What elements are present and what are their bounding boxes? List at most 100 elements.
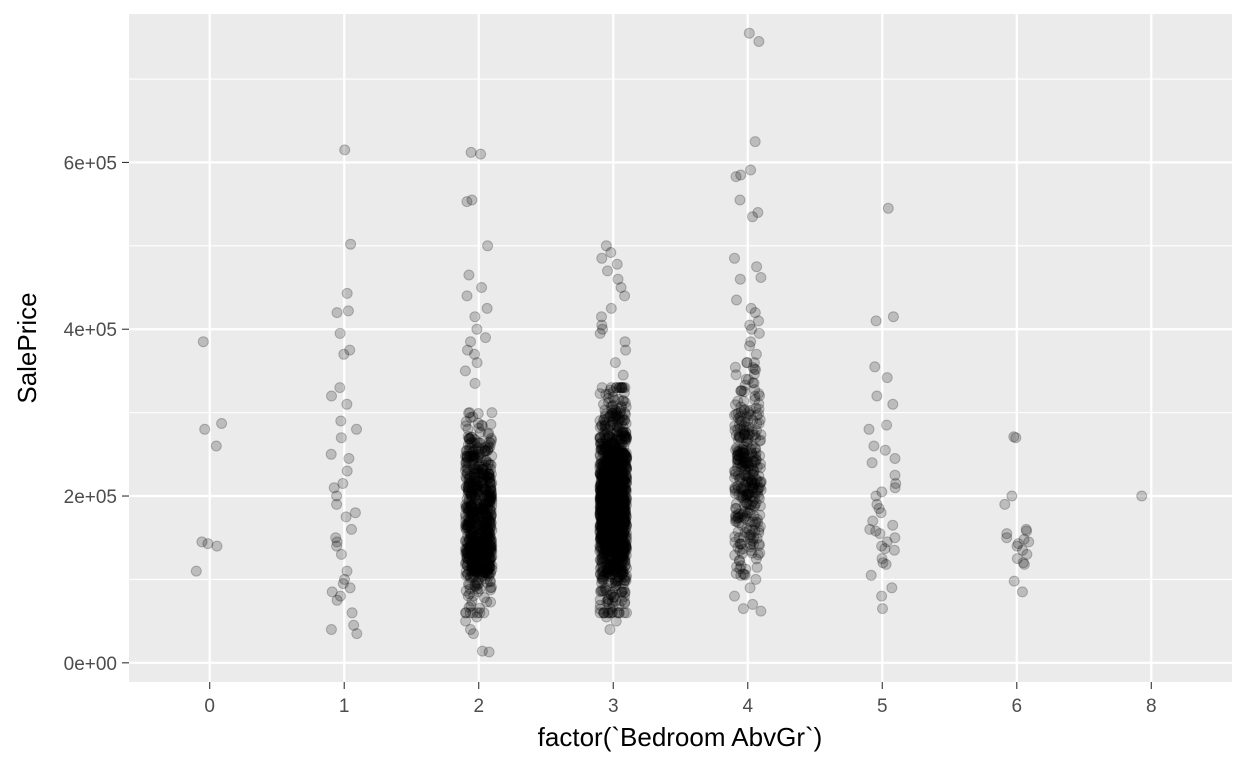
- data-point: [466, 450, 477, 462]
- data-point: [613, 446, 624, 458]
- data-point: [611, 533, 623, 545]
- data-point: [618, 485, 630, 496]
- data-point: [478, 566, 490, 578]
- data-point: [331, 594, 343, 606]
- data-point: [606, 404, 618, 416]
- data-point: [462, 431, 474, 442]
- data-point: [598, 473, 610, 485]
- data-point: [604, 520, 616, 532]
- data-point: [599, 421, 611, 433]
- data-point: [738, 395, 750, 407]
- data-point: [485, 418, 497, 430]
- data-point: [469, 479, 481, 491]
- data-point: [463, 457, 475, 469]
- data-point: [610, 458, 622, 470]
- data-point: [483, 492, 495, 504]
- data-point: [601, 441, 612, 453]
- data-point: [464, 526, 476, 538]
- data-point: [476, 463, 488, 475]
- data-point: [619, 459, 631, 470]
- data-point: [483, 468, 495, 480]
- data-point: [620, 484, 632, 496]
- data-point: [475, 502, 487, 514]
- data-point: [471, 464, 483, 476]
- data-point: [485, 511, 497, 522]
- data-point: [619, 474, 631, 486]
- data-point: [464, 540, 476, 552]
- data-point: [485, 437, 497, 449]
- data-point: [597, 517, 609, 529]
- data-point: [613, 457, 625, 469]
- data-point: [477, 480, 489, 492]
- data-point: [467, 463, 479, 475]
- data-point: [602, 523, 614, 535]
- data-point: [351, 628, 363, 640]
- data-point: [596, 528, 608, 540]
- data-point: [469, 444, 481, 456]
- data-point: [600, 495, 612, 507]
- data-point: [474, 539, 486, 551]
- data-point: [881, 419, 893, 431]
- data-point: [473, 528, 485, 540]
- data-point: [481, 551, 493, 563]
- data-point: [485, 535, 497, 547]
- data-point: [597, 493, 609, 505]
- data-point: [607, 440, 619, 452]
- data-point: [595, 512, 607, 523]
- data-point: [331, 498, 343, 510]
- data-point: [617, 395, 629, 407]
- data-point: [609, 480, 621, 492]
- data-point: [730, 513, 742, 525]
- data-point: [475, 510, 487, 522]
- data-point: [335, 548, 347, 560]
- data-point: [469, 561, 481, 573]
- data-point: [598, 414, 610, 426]
- data-point: [598, 525, 610, 537]
- data-point: [616, 530, 628, 542]
- data-point: [605, 607, 616, 619]
- data-point: [618, 607, 630, 619]
- data-point: [597, 444, 609, 456]
- data-point: [469, 513, 481, 525]
- data-point: [613, 484, 625, 496]
- data-point: [614, 463, 626, 475]
- data-point: [614, 531, 626, 543]
- data-point: [469, 517, 480, 529]
- data-point: [484, 530, 496, 542]
- data-point: [598, 490, 609, 501]
- data-point: [481, 514, 493, 526]
- data-point: [331, 536, 343, 548]
- data-point: [472, 503, 484, 515]
- x-tick-label: 3: [608, 696, 619, 717]
- data-point: [618, 482, 630, 494]
- data-point: [469, 452, 481, 464]
- data-point: [620, 572, 632, 584]
- data-point: [616, 382, 628, 394]
- data-point: [596, 518, 608, 530]
- data-point: [595, 540, 607, 552]
- data-point: [460, 445, 472, 457]
- data-point: [466, 499, 478, 511]
- data-point: [600, 455, 611, 467]
- data-point: [596, 538, 608, 550]
- data-point: [614, 508, 626, 520]
- data-point: [600, 240, 612, 252]
- data-point: [470, 534, 482, 546]
- data-point: [462, 517, 474, 529]
- data-point: [604, 448, 616, 459]
- data-point: [476, 420, 488, 432]
- data-point: [613, 414, 625, 426]
- data-point: [735, 569, 747, 581]
- data-point: [600, 545, 612, 557]
- data-point: [601, 456, 613, 468]
- data-point: [477, 536, 489, 548]
- data-point: [461, 552, 473, 564]
- data-point: [620, 344, 632, 356]
- data-point: [346, 607, 358, 619]
- data-point: [603, 598, 615, 609]
- data-point: [609, 536, 620, 548]
- data-point: [609, 577, 621, 589]
- data-point: [610, 615, 622, 627]
- data-point: [463, 542, 475, 554]
- data-point: [598, 585, 610, 597]
